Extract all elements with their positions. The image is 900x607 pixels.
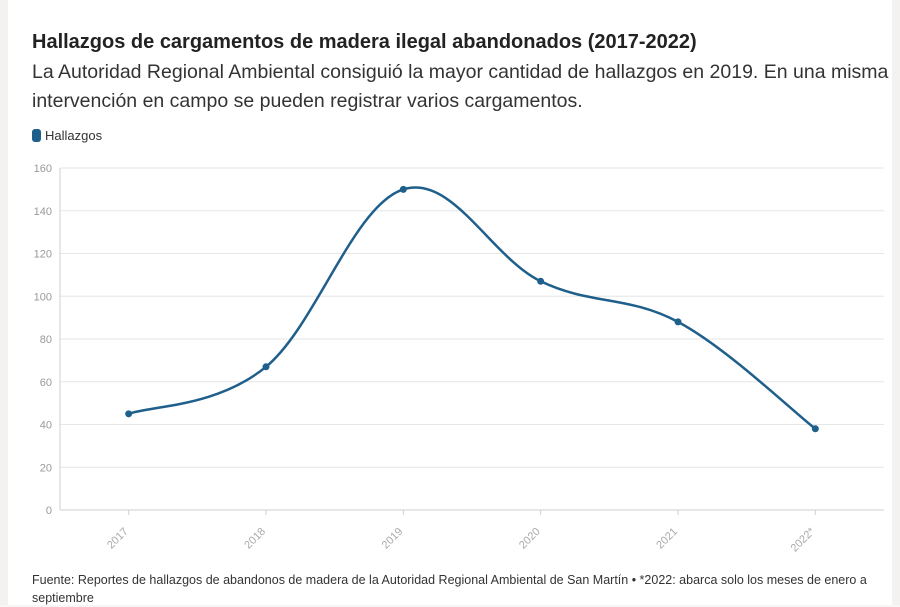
series-line-hallazgos (127, 186, 817, 431)
source-note: Fuente: Reportes de hallazgos de abandon… (32, 573, 867, 605)
x-tick-label: 2021 (654, 526, 680, 552)
x-tick-label: 2017 (105, 526, 131, 552)
data-point-2017 (125, 410, 133, 418)
x-tick-label: 2019 (380, 526, 406, 552)
y-tick-label: 20 (40, 462, 52, 474)
y-tick-label: 40 (40, 420, 52, 432)
y-axis: 0 20 40 60 80 100 120 140 160 (34, 163, 52, 517)
y-tick-label: 120 (34, 249, 52, 261)
y-tick-label: 140 (34, 206, 52, 218)
grid (59, 167, 884, 511)
y-tick-label: 100 (34, 291, 52, 303)
chart-title: Hallazgos de cargamentos de madera ilega… (32, 31, 697, 53)
data-point-2020 (537, 277, 545, 285)
data-point-2018 (262, 363, 270, 371)
y-tick-label: 160 (34, 163, 52, 175)
data-point-2019 (399, 185, 407, 193)
legend-label: Hallazgos (45, 128, 103, 143)
y-tick-label: 0 (46, 505, 52, 517)
y-tick-label: 80 (40, 334, 52, 346)
data-point-2021 (674, 318, 682, 326)
chart-subtitle: La Autoridad Regional Ambiental consigui… (32, 61, 889, 112)
y-tick-label: 60 (40, 377, 52, 389)
x-tick-label: 2018 (242, 526, 268, 552)
data-point-2022 (811, 425, 819, 433)
x-tick-label: 2020 (517, 526, 543, 552)
legend: Hallazgos (32, 128, 102, 143)
x-axis: 2017 2018 2019 2020 2021 2022* (105, 510, 818, 554)
series-layer (125, 185, 819, 433)
x-tick-label: 2022* (789, 525, 818, 554)
legend-swatch (32, 129, 41, 142)
